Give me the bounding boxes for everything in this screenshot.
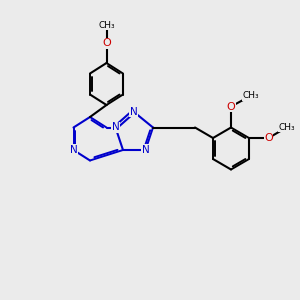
Text: N: N: [112, 122, 119, 133]
Text: O: O: [102, 38, 111, 49]
Text: CH₃: CH₃: [278, 123, 295, 132]
Text: O: O: [264, 133, 273, 143]
Text: N: N: [142, 145, 149, 155]
Text: N: N: [130, 106, 137, 117]
Text: O: O: [226, 101, 236, 112]
Text: N: N: [70, 145, 77, 155]
Text: CH₃: CH₃: [98, 21, 115, 30]
Text: CH₃: CH₃: [242, 92, 259, 100]
